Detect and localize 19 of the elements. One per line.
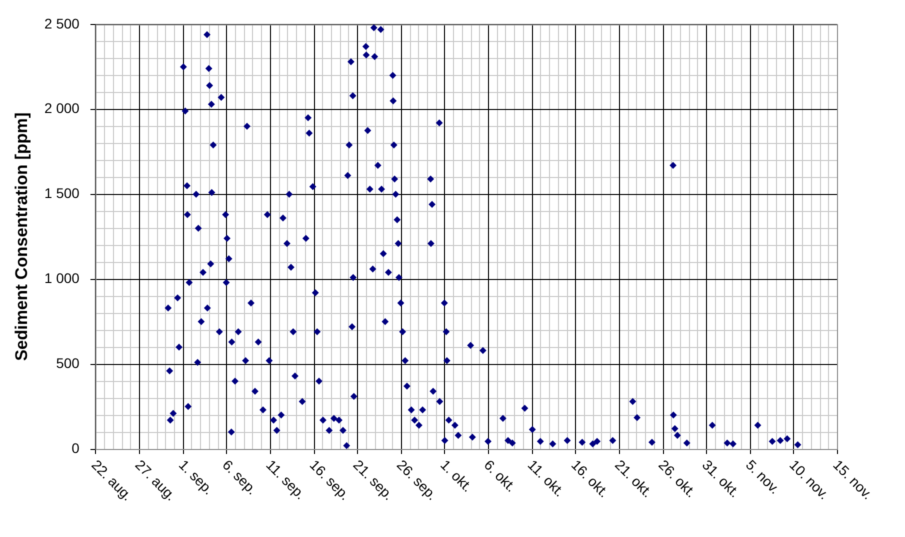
- y-tick-label: 2 500: [44, 15, 80, 32]
- x-tick-label: 16. okt.: [568, 456, 612, 500]
- x-tick-label: 11. sep.: [263, 456, 309, 502]
- y-tick-label: 500: [56, 354, 80, 371]
- x-tick-label: 31. okt.: [699, 456, 744, 500]
- x-tick-label: 15. nov.: [830, 456, 876, 502]
- y-tick-label: 2 000: [44, 100, 80, 116]
- x-tick-label: 6. okt.: [481, 456, 520, 495]
- y-axis-title: Sediment Consentration [ppm]: [12, 112, 31, 361]
- x-tick-label: 26. okt.: [656, 456, 700, 500]
- x-tick-label: 11. okt.: [524, 456, 568, 500]
- y-tick-label: 1 500: [44, 185, 80, 202]
- x-tick-label: 5. nov.: [742, 456, 784, 497]
- x-tick-label: 1. okt.: [438, 456, 476, 495]
- y-tick-label: 0: [72, 440, 80, 456]
- x-tick-label: 10. nov.: [786, 456, 832, 502]
- x-tick-label: 21. okt.: [612, 456, 656, 500]
- x-tick-label: 6. sep.: [219, 456, 260, 498]
- y-tick-label: 1 000: [44, 270, 80, 286]
